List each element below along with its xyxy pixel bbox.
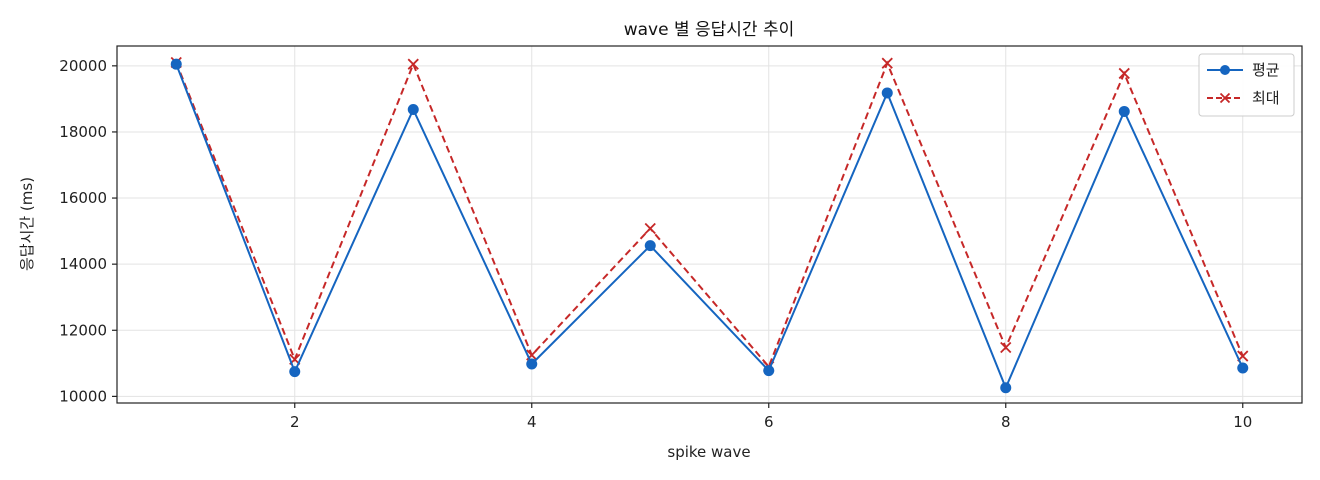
data-point-mean xyxy=(289,366,301,378)
data-point-mean xyxy=(644,240,656,252)
legend-label-max: 최대 xyxy=(1252,89,1280,107)
legend: 평균 최대 xyxy=(1198,53,1295,117)
legend-marker-mean xyxy=(1220,65,1230,75)
x-tick-label: 8 xyxy=(1001,413,1011,431)
y-tick-label: 14000 xyxy=(59,255,107,273)
x-tick-label: 10 xyxy=(1233,413,1252,431)
data-point-mean xyxy=(1000,382,1012,394)
legend-box xyxy=(1198,53,1295,117)
data-point-mean xyxy=(763,365,775,377)
y-tick-label: 10000 xyxy=(59,387,107,405)
x-tick-label: 2 xyxy=(290,413,300,431)
data-point-mean xyxy=(1118,105,1130,117)
y-tick-label: 16000 xyxy=(59,189,107,207)
y-tick-label: 20000 xyxy=(59,57,107,75)
x-axis-title: spike wave xyxy=(667,443,750,461)
data-point-max xyxy=(407,58,419,70)
y-axis-title: 응답시간 (ms) xyxy=(18,177,36,271)
series-layer xyxy=(170,56,1249,394)
series-line-max xyxy=(175,60,1244,369)
x-tick-label: 4 xyxy=(527,413,537,431)
data-point-mean xyxy=(170,58,182,70)
legend-label-mean: 평균 xyxy=(1252,61,1280,79)
series-line-mean xyxy=(175,63,1244,391)
data-point-mean xyxy=(407,103,419,115)
legend-marker-max xyxy=(1219,92,1231,104)
data-point-mean xyxy=(1237,362,1249,374)
x-tick-label: 6 xyxy=(764,413,774,431)
plot-area-frame xyxy=(116,45,1303,404)
data-point-max xyxy=(1118,67,1130,80)
chart-title: wave 별 응답시간 추이 xyxy=(624,20,795,40)
ticks: 2 4 6 8 10 10000 12000 14000 16000 18000 20000 xyxy=(59,57,1252,431)
data-point-max xyxy=(1000,341,1012,354)
data-point-max xyxy=(644,222,656,235)
grid xyxy=(117,46,1302,403)
y-tick-label: 12000 xyxy=(59,321,107,339)
data-point-mean xyxy=(526,358,538,370)
data-point-max xyxy=(881,57,893,69)
data-point-mean xyxy=(881,87,893,99)
y-tick-label: 18000 xyxy=(59,123,107,141)
